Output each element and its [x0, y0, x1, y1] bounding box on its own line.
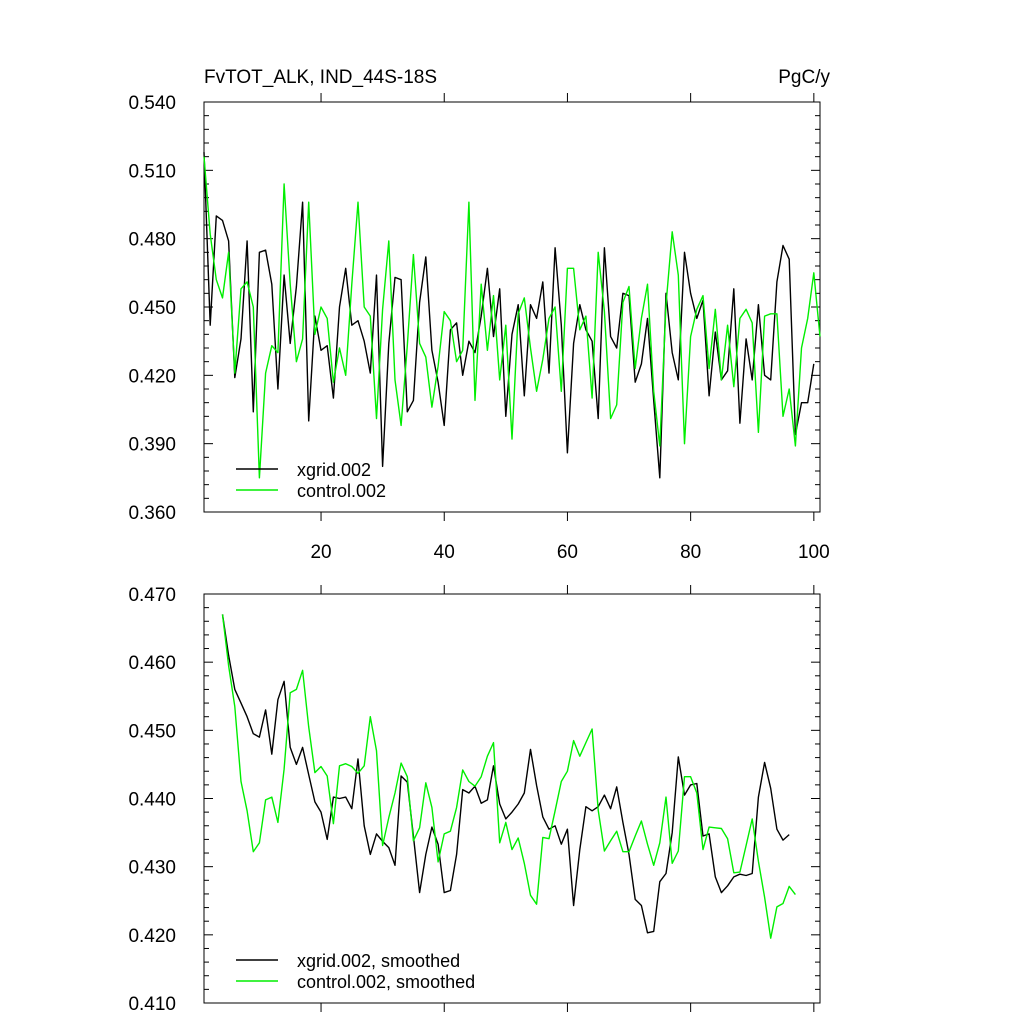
chart-panel-2: 0.410 0.420 0.430 0.440 0.450 0.460 0.470 xgrid… [128, 585, 821, 1015]
y-tick-label: 0.420 [128, 366, 176, 387]
x-tick-label: 60 [557, 542, 578, 563]
y-tick-label: 0.420 [128, 926, 176, 947]
y-tick-label: 0.360 [128, 503, 176, 524]
legend-label: control.002 [297, 481, 386, 501]
y-tick-label: 0.470 [128, 585, 176, 606]
y-tick-label: 0.450 [128, 298, 176, 319]
y-tick-label: 0.440 [128, 790, 176, 811]
series-line-1 [203, 152, 815, 479]
chart-panel-1: 0.360 0.390 0.420 0.450 0.480 0.510 0.540 20 40 6… [128, 93, 830, 563]
y-tick-label: 0.430 [128, 858, 176, 879]
units-label: PgC/y [778, 67, 830, 88]
x-tick-label: 20 [310, 542, 331, 563]
plot-frame [203, 101, 821, 513]
legend-label: xgrid.002 [297, 460, 371, 480]
y-tick-label: 0.480 [128, 230, 176, 251]
chart-title: FvTOT_ALK, IND_44S-18S [204, 67, 437, 88]
x-tick-label: 40 [434, 542, 455, 563]
y-tick-label: 0.390 [128, 435, 176, 456]
y-tick-label: 0.540 [128, 93, 176, 114]
legend-label: xgrid.002, smoothed [297, 951, 460, 971]
plot-frame [203, 593, 821, 1004]
x-tick-label: 80 [680, 542, 701, 563]
y-tick-label: 0.460 [128, 653, 176, 674]
legend-label: control.002, smoothed [297, 972, 475, 992]
series-line-1 [221, 614, 790, 934]
y-tick-label: 0.510 [128, 161, 176, 182]
series-line-2 [203, 156, 821, 479]
y-tick-label: 0.410 [128, 994, 176, 1015]
series-line-2 [221, 614, 796, 939]
x-tick-label: 100 [798, 542, 830, 563]
y-tick-label: 0.450 [128, 721, 176, 742]
